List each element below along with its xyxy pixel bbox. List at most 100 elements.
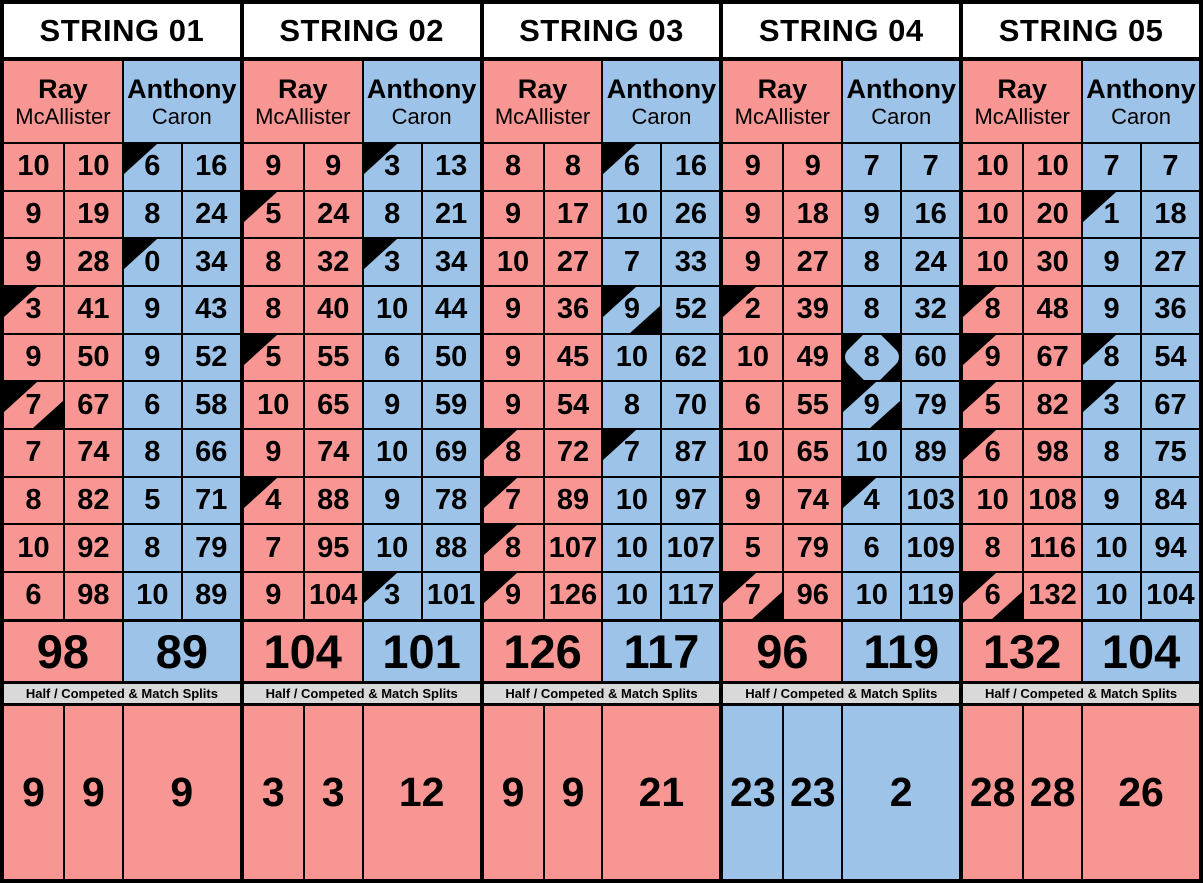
frame-total-cell: 108 [1022,477,1082,524]
frame-total-cell: 9 [302,144,362,190]
frame-score: 9 [863,388,880,421]
corner-mark-icon [963,572,997,603]
frame-running-total: 7 [1162,150,1179,183]
frame-score-cell: 9 [4,239,63,285]
frame-score: 9 [504,579,522,612]
frame-score: 10 [1095,531,1128,564]
frame-score-cell: 8 [243,286,303,333]
frame-running-total: 89 [914,436,947,469]
frame-row: 10 20 1 18 [963,191,1199,240]
frame-score-cell: 9 [601,286,661,333]
frames-grid: 8 8 6 16 9 17 10 26 10 27 7 33 9 36 9 52 9 45 10 62 9 54 8 70 8 7… [483,144,720,622]
frame-score: 9 [504,388,522,421]
totals-row: 98 89 [4,621,240,684]
frame-score-cell: 9 [361,382,421,428]
frame-score-cell: 8 [243,239,303,285]
frame-score: 10 [1095,579,1128,612]
frame-score-cell: 4 [243,477,303,524]
frame-running-total: 79 [796,531,829,564]
frame-running-total: 45 [556,340,590,373]
frame-score: 7 [623,245,640,278]
frame-score-cell: 6 [963,429,1023,476]
frame-score-cell: 7 [841,144,901,190]
frame-score-cell: 3 [1081,382,1140,428]
frame-score: 9 [265,579,282,612]
frame-row: 9 36 9 52 [483,286,720,335]
frame-score: 10 [376,436,409,469]
frame-score: 10 [615,579,649,612]
frame-score: 5 [265,340,282,373]
frame-total-cell: 103 [900,477,960,524]
frame-score-cell: 6 [963,572,1023,619]
frame-running-total: 55 [317,340,350,373]
names-row: Ray McAllister Anthony Caron [4,61,240,144]
frame-running-total: 50 [77,340,110,373]
split-count-cell: 28 [963,705,1023,879]
corner-mark-icon [363,572,397,603]
frame-score-cell: 10 [483,239,543,285]
frame-running-total: 104 [309,579,358,612]
frame-score-cell: 7 [601,429,661,476]
frame-score-cell: 7 [601,239,661,285]
frame-running-total: 72 [556,436,590,469]
frame-running-total: 97 [674,483,707,516]
corner-mark-icon [603,144,637,174]
frame-score-cell: 3 [4,286,63,333]
frame-score: 10 [615,531,649,564]
frame-running-total: 54 [1154,340,1187,373]
frame-score: 9 [744,483,761,516]
frame-score-cell: 5 [243,334,303,381]
frame-score-cell: 6 [723,382,783,428]
frame-total-cell: 34 [420,239,480,285]
frame-score: 10 [615,197,649,230]
frame-total-cell: 26 [660,191,720,238]
frame-total-cell: 7 [1140,144,1199,190]
player-first-name: Ray [277,73,328,104]
string-column-1: STRING 01 Ray McAllister Anthony Caron 10 10 6 1… [4,4,240,879]
frame-running-total: 89 [195,579,228,612]
frame-total-cell: 67 [1022,334,1082,381]
frame-total-cell: 66 [180,429,240,476]
frame-total-cell: 50 [62,334,122,381]
frame-running-total: 119 [907,579,955,612]
frames-grid: 10 10 7 7 10 20 1 18 10 30 9 27 8 48 9 36 9 67 8 54 5 82 3 67 6 9… [963,144,1199,622]
frame-score-cell: 8 [483,525,543,571]
frame-running-total: 101 [426,579,476,612]
corner-mark-icon [723,286,757,317]
frame-score-cell: 10 [1081,572,1140,619]
frame-running-total: 116 [1029,531,1076,564]
corner-mark-icon [630,305,661,333]
frame-row: 8 82 5 71 [4,477,240,526]
player-first-name: Anthony [606,73,717,104]
frame-running-total: 7 [922,150,939,183]
frame-running-total: 65 [796,436,829,469]
player-last-name: Caron [151,104,212,130]
frame-total-cell: 58 [180,382,240,428]
frame-total-cell: 59 [420,382,480,428]
string-header: STRING 05 [963,4,1199,61]
frame-score: 8 [144,197,161,230]
player-last-name: McAllister [494,104,591,130]
frame-running-total: 40 [317,293,350,326]
frame-total-cell: 69 [420,429,480,476]
frame-score-cell: 9 [841,382,901,428]
frame-score-cell: 9 [483,382,543,428]
frame-score: 10 [976,483,1009,516]
frame-running-total: 9 [325,150,342,183]
frame-score: 9 [984,340,1001,373]
frame-total-cell: 27 [782,239,842,285]
frame-score-cell: 9 [243,429,303,476]
split-count-cell: 9 [62,705,122,879]
frame-running-total: 27 [796,245,829,278]
frame-score-cell: 8 [601,382,661,428]
frame-total-cell: 109 [900,525,960,571]
string-header: STRING 03 [483,4,720,61]
frame-total-cell: 45 [542,334,602,381]
splits-bar-label: Half / Competed & Match Splits [243,683,480,706]
frame-total-cell: 116 [1022,525,1082,571]
frame-running-total: 109 [906,531,955,564]
corner-mark-icon [723,572,757,603]
frame-row: 10 30 9 27 [963,239,1199,287]
corner-mark-icon [123,239,157,270]
frame-row: 9 17 10 26 [483,191,720,240]
